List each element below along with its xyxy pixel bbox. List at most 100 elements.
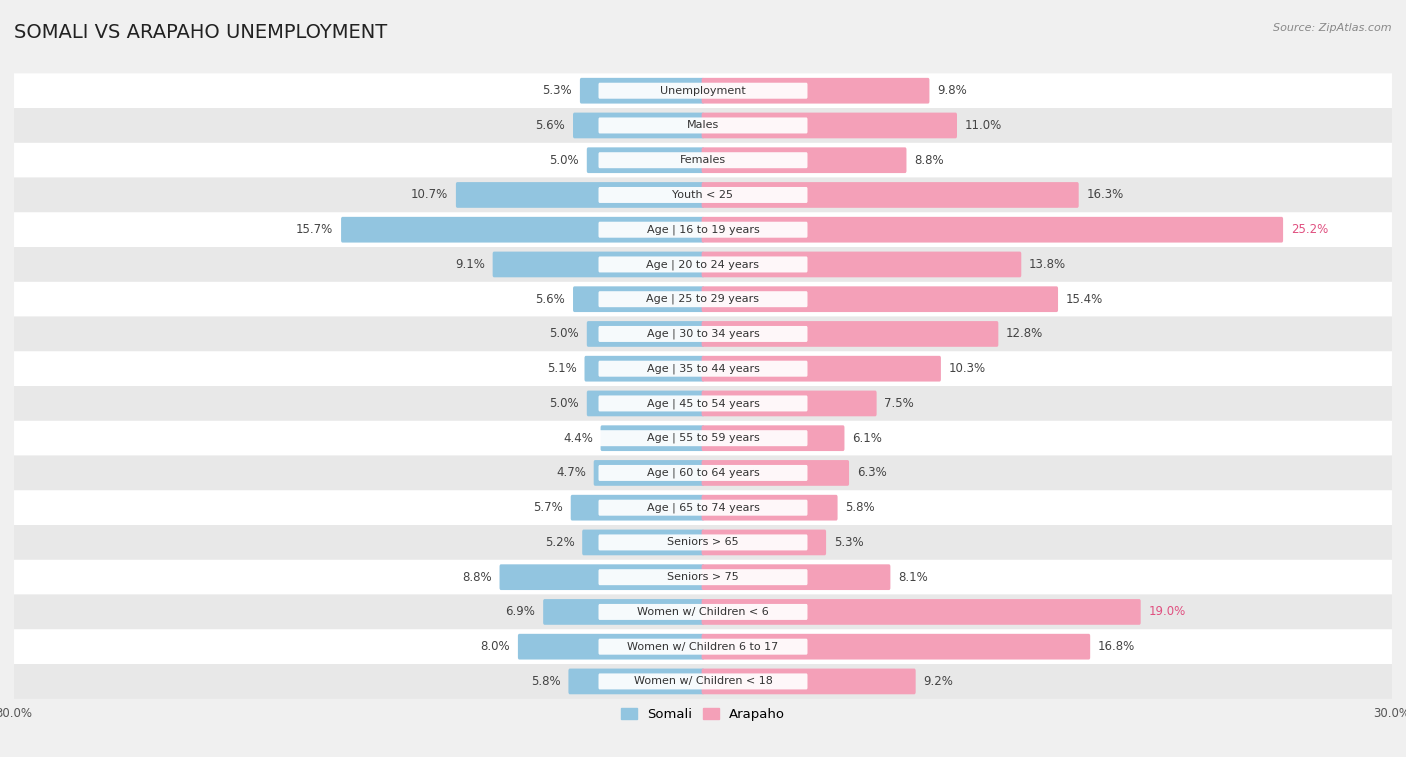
FancyBboxPatch shape	[702, 182, 1078, 208]
FancyBboxPatch shape	[14, 456, 1392, 491]
FancyBboxPatch shape	[599, 604, 807, 620]
FancyBboxPatch shape	[702, 148, 907, 173]
FancyBboxPatch shape	[599, 152, 807, 168]
FancyBboxPatch shape	[492, 251, 704, 277]
Text: 5.3%: 5.3%	[834, 536, 863, 549]
FancyBboxPatch shape	[586, 321, 704, 347]
Text: Unemployment: Unemployment	[661, 86, 745, 95]
FancyBboxPatch shape	[571, 495, 704, 521]
FancyBboxPatch shape	[702, 599, 1140, 625]
FancyBboxPatch shape	[574, 286, 704, 312]
FancyBboxPatch shape	[702, 460, 849, 486]
FancyBboxPatch shape	[14, 351, 1392, 386]
FancyBboxPatch shape	[582, 530, 704, 556]
Text: Age | 25 to 29 years: Age | 25 to 29 years	[647, 294, 759, 304]
Text: 10.7%: 10.7%	[411, 188, 449, 201]
Text: 5.7%: 5.7%	[533, 501, 562, 514]
FancyBboxPatch shape	[14, 108, 1392, 143]
Text: 19.0%: 19.0%	[1149, 606, 1185, 618]
Text: 25.2%: 25.2%	[1291, 223, 1329, 236]
FancyBboxPatch shape	[599, 639, 807, 655]
FancyBboxPatch shape	[599, 257, 807, 273]
FancyBboxPatch shape	[599, 326, 807, 342]
Text: Age | 55 to 59 years: Age | 55 to 59 years	[647, 433, 759, 444]
Text: 11.0%: 11.0%	[965, 119, 1002, 132]
FancyBboxPatch shape	[342, 217, 704, 242]
FancyBboxPatch shape	[702, 321, 998, 347]
Text: 15.4%: 15.4%	[1066, 293, 1104, 306]
Text: 6.9%: 6.9%	[506, 606, 536, 618]
FancyBboxPatch shape	[702, 113, 957, 139]
FancyBboxPatch shape	[599, 222, 807, 238]
Text: 13.8%: 13.8%	[1029, 258, 1066, 271]
FancyBboxPatch shape	[585, 356, 704, 382]
FancyBboxPatch shape	[599, 187, 807, 203]
FancyBboxPatch shape	[702, 356, 941, 382]
Text: 10.3%: 10.3%	[949, 362, 986, 375]
FancyBboxPatch shape	[702, 634, 1090, 659]
FancyBboxPatch shape	[14, 212, 1392, 247]
Text: Women w/ Children < 18: Women w/ Children < 18	[634, 677, 772, 687]
FancyBboxPatch shape	[14, 247, 1392, 282]
FancyBboxPatch shape	[599, 430, 807, 446]
FancyBboxPatch shape	[14, 525, 1392, 560]
FancyBboxPatch shape	[568, 668, 704, 694]
FancyBboxPatch shape	[599, 395, 807, 412]
Text: 5.0%: 5.0%	[550, 328, 579, 341]
Text: SOMALI VS ARAPAHO UNEMPLOYMENT: SOMALI VS ARAPAHO UNEMPLOYMENT	[14, 23, 387, 42]
Text: Females: Females	[681, 155, 725, 165]
Text: Age | 35 to 44 years: Age | 35 to 44 years	[647, 363, 759, 374]
Text: Age | 60 to 64 years: Age | 60 to 64 years	[647, 468, 759, 478]
FancyBboxPatch shape	[702, 425, 845, 451]
Text: 7.5%: 7.5%	[884, 397, 914, 410]
Text: 6.3%: 6.3%	[856, 466, 887, 479]
Text: 5.8%: 5.8%	[531, 675, 561, 688]
Text: 5.2%: 5.2%	[544, 536, 575, 549]
Text: Age | 20 to 24 years: Age | 20 to 24 years	[647, 259, 759, 269]
Text: 9.2%: 9.2%	[924, 675, 953, 688]
Text: 8.0%: 8.0%	[481, 640, 510, 653]
FancyBboxPatch shape	[599, 83, 807, 98]
Text: Age | 16 to 19 years: Age | 16 to 19 years	[647, 225, 759, 235]
Text: Males: Males	[688, 120, 718, 130]
FancyBboxPatch shape	[599, 569, 807, 585]
FancyBboxPatch shape	[599, 360, 807, 377]
Text: Youth < 25: Youth < 25	[672, 190, 734, 200]
FancyBboxPatch shape	[456, 182, 704, 208]
Text: 4.7%: 4.7%	[555, 466, 586, 479]
Text: 8.1%: 8.1%	[898, 571, 928, 584]
FancyBboxPatch shape	[14, 386, 1392, 421]
FancyBboxPatch shape	[599, 291, 807, 307]
Text: Age | 30 to 34 years: Age | 30 to 34 years	[647, 329, 759, 339]
Text: Age | 65 to 74 years: Age | 65 to 74 years	[647, 503, 759, 513]
FancyBboxPatch shape	[702, 391, 876, 416]
FancyBboxPatch shape	[599, 534, 807, 550]
FancyBboxPatch shape	[599, 674, 807, 690]
FancyBboxPatch shape	[14, 664, 1392, 699]
Text: 5.6%: 5.6%	[536, 293, 565, 306]
FancyBboxPatch shape	[702, 668, 915, 694]
FancyBboxPatch shape	[702, 217, 1284, 242]
Text: 5.0%: 5.0%	[550, 154, 579, 167]
FancyBboxPatch shape	[14, 560, 1392, 594]
FancyBboxPatch shape	[702, 78, 929, 104]
FancyBboxPatch shape	[599, 465, 807, 481]
FancyBboxPatch shape	[14, 178, 1392, 212]
FancyBboxPatch shape	[517, 634, 704, 659]
FancyBboxPatch shape	[599, 117, 807, 133]
Text: Seniors > 75: Seniors > 75	[666, 572, 740, 582]
FancyBboxPatch shape	[600, 425, 704, 451]
Text: 12.8%: 12.8%	[1007, 328, 1043, 341]
FancyBboxPatch shape	[702, 286, 1059, 312]
Text: 9.8%: 9.8%	[938, 84, 967, 97]
FancyBboxPatch shape	[702, 530, 827, 556]
FancyBboxPatch shape	[574, 113, 704, 139]
FancyBboxPatch shape	[14, 629, 1392, 664]
FancyBboxPatch shape	[579, 78, 704, 104]
Text: 8.8%: 8.8%	[914, 154, 943, 167]
FancyBboxPatch shape	[14, 421, 1392, 456]
Text: 5.3%: 5.3%	[543, 84, 572, 97]
FancyBboxPatch shape	[702, 564, 890, 590]
FancyBboxPatch shape	[14, 143, 1392, 178]
Text: 5.6%: 5.6%	[536, 119, 565, 132]
